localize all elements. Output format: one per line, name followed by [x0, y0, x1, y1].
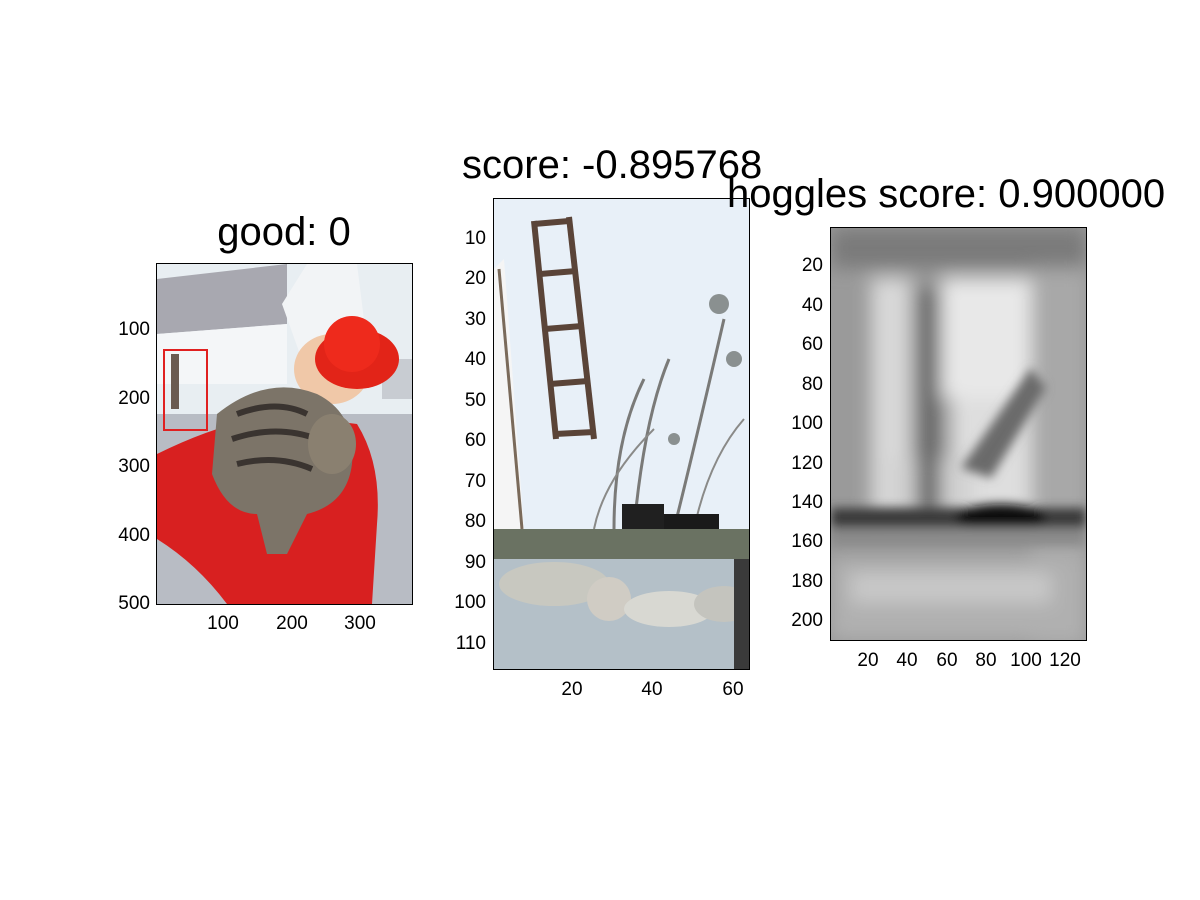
x-tick-label: 20	[857, 650, 879, 671]
woman-with-cat-photo	[157, 264, 412, 604]
y-tick-label: 180	[791, 571, 823, 592]
y-tick-label: 20	[801, 255, 823, 276]
trellis-wall-crop	[494, 199, 749, 669]
y-tick-label: 90	[464, 552, 486, 573]
y-tick-label: 400	[118, 525, 150, 546]
x-tick-label: 80	[975, 650, 997, 671]
image-axes	[493, 198, 750, 670]
y-tick-label: 300	[118, 456, 150, 477]
panel-title: score: -0.895768	[462, 143, 763, 187]
y-tick-label: 110	[455, 633, 486, 654]
y-tick-label: 50	[464, 390, 486, 411]
y-tick-label: 40	[801, 295, 823, 316]
y-tick-label: 200	[791, 610, 823, 631]
hog-grayscale-image	[831, 228, 1086, 640]
y-tick-label: 70	[464, 471, 486, 492]
y-tick-label: 100	[454, 592, 486, 613]
y-tick-label: 100	[791, 413, 823, 434]
x-tick-label: 60	[936, 650, 958, 671]
y-tick-label: 30	[464, 309, 486, 330]
y-tick-label: 20	[464, 268, 486, 289]
y-tick-label: 160	[791, 531, 823, 552]
y-tick-label: 10	[464, 228, 486, 249]
x-tick-label: 120	[1049, 650, 1081, 671]
y-tick-label: 80	[464, 511, 486, 532]
x-tick-label: 40	[896, 650, 918, 671]
x-tick-label: 300	[344, 613, 376, 634]
y-tick-label: 80	[801, 374, 823, 395]
x-tick-label: 20	[561, 679, 583, 700]
x-tick-label: 100	[1010, 650, 1042, 671]
y-tick-label: 140	[791, 492, 823, 513]
y-tick-label: 120	[791, 453, 823, 474]
y-tick-label: 60	[801, 334, 823, 355]
panel-title: hoggles score: 0.900000	[727, 172, 1166, 216]
x-tick-label: 60	[722, 679, 744, 700]
panel-title: good: 0	[217, 210, 351, 254]
y-tick-label: 200	[118, 388, 150, 409]
image-axes	[830, 227, 1087, 641]
x-tick-label: 40	[641, 679, 663, 700]
detection-box	[163, 349, 208, 431]
y-tick-label: 500	[118, 593, 150, 614]
y-tick-label: 40	[464, 349, 486, 370]
image-axes	[156, 263, 413, 605]
x-tick-label: 200	[276, 613, 308, 634]
x-tick-label: 100	[207, 613, 239, 634]
y-tick-label: 100	[118, 319, 150, 340]
y-tick-label: 60	[464, 430, 486, 451]
